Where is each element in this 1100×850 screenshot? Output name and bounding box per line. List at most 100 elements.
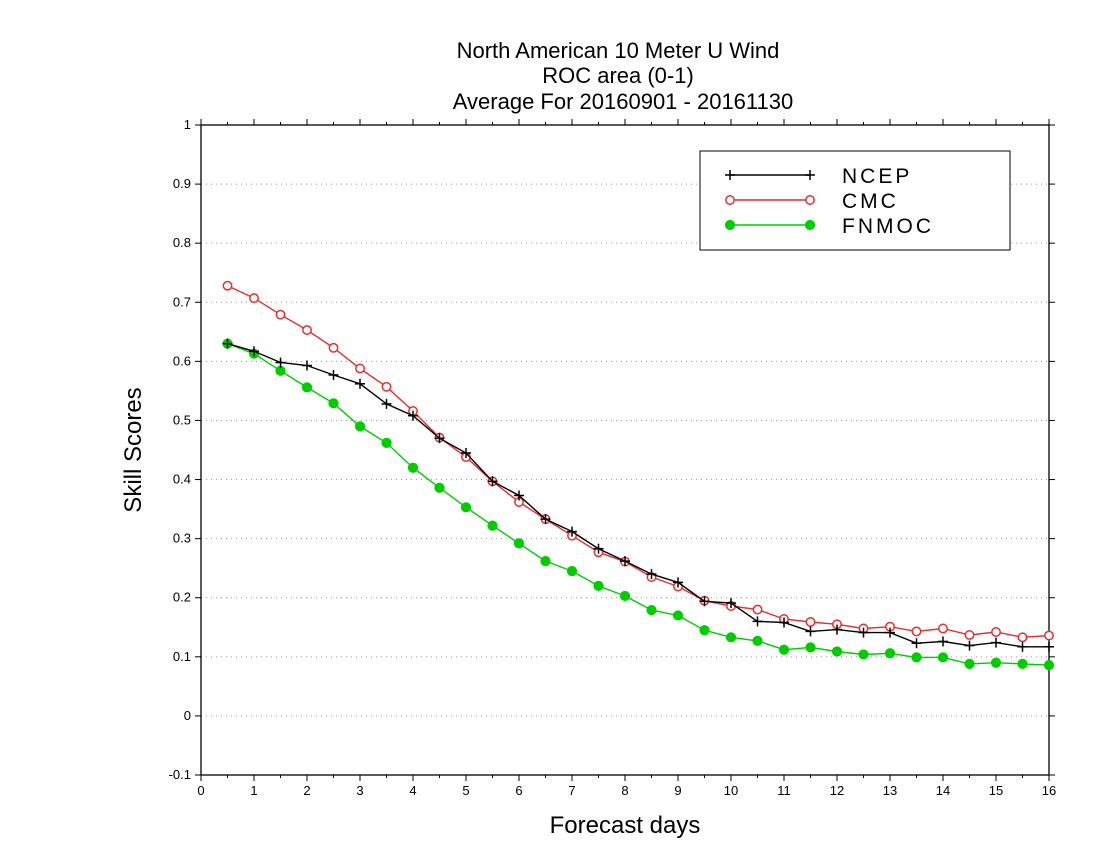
y-tick-label: 0.6 xyxy=(173,353,191,368)
data-point-cmc xyxy=(911,626,922,637)
data-point-fnmoc xyxy=(937,652,949,663)
data-point-fnmoc xyxy=(752,635,763,646)
data-point-cmc xyxy=(355,363,365,374)
data-point-cmc xyxy=(938,623,948,634)
data-point-ncep xyxy=(487,476,498,487)
data-point-cmc xyxy=(381,381,392,392)
x-tick-label: 15 xyxy=(989,783,1003,798)
data-point-cmc xyxy=(991,627,1001,637)
data-point-fnmoc xyxy=(1043,659,1055,671)
data-point-ncep xyxy=(991,637,1001,648)
y-tick-label: 0.5 xyxy=(173,412,191,427)
data-point-ncep xyxy=(620,556,630,567)
legend-label-cmc: CMC xyxy=(842,190,899,213)
y-tick-label: 0.1 xyxy=(173,649,191,664)
y-tick-label: 1 xyxy=(184,117,191,132)
data-point-cmc xyxy=(328,342,339,353)
data-point-ncep xyxy=(1017,641,1028,652)
data-point-cmc xyxy=(302,325,312,335)
data-point-fnmoc xyxy=(301,382,313,393)
data-point-fnmoc xyxy=(381,437,392,449)
data-point-cmc xyxy=(752,604,763,615)
legend-marker-fnmoc xyxy=(804,219,816,231)
data-point-fnmoc xyxy=(672,610,684,621)
series-cmc xyxy=(222,280,1054,643)
series-lines xyxy=(222,280,1055,671)
data-point-ncep xyxy=(355,378,365,389)
data-point-ncep xyxy=(646,569,657,580)
x-tick-label: 4 xyxy=(409,783,416,798)
data-point-ncep xyxy=(1044,641,1054,652)
data-point-ncep xyxy=(275,357,286,368)
data-point-ncep xyxy=(567,526,577,537)
y-tick-label: 0.8 xyxy=(173,235,191,250)
series-line-fnmoc xyxy=(227,342,1050,666)
series-ncep xyxy=(222,338,1054,652)
x-tick-label: 8 xyxy=(621,783,628,798)
data-point-ncep xyxy=(964,640,975,651)
x-tick-label: 2 xyxy=(303,783,310,798)
data-point-cmc xyxy=(249,293,259,304)
data-point-ncep xyxy=(249,346,259,357)
x-tick-label: 5 xyxy=(462,783,469,798)
y-tick-label: 0.2 xyxy=(173,590,191,605)
y-tick-label: 0.4 xyxy=(173,472,191,487)
series-fnmoc xyxy=(222,338,1055,671)
data-point-ncep xyxy=(832,624,842,635)
y-tick-label: 0 xyxy=(184,708,191,723)
data-point-fnmoc xyxy=(407,462,419,473)
data-point-ncep xyxy=(514,490,524,501)
data-point-ncep xyxy=(779,617,789,628)
data-point-ncep xyxy=(885,627,895,638)
data-point-fnmoc xyxy=(831,646,843,657)
data-point-ncep xyxy=(752,616,763,627)
data-point-ncep xyxy=(461,447,471,458)
data-point-fnmoc xyxy=(964,658,975,670)
x-tick-label: 3 xyxy=(356,783,363,798)
data-point-fnmoc xyxy=(884,648,896,659)
y-tick-label: 0.3 xyxy=(173,531,191,546)
data-point-ncep xyxy=(434,433,445,444)
x-tick-label: 16 xyxy=(1042,783,1056,798)
data-point-ncep xyxy=(408,410,418,421)
data-point-fnmoc xyxy=(805,642,816,653)
data-point-ncep xyxy=(593,543,604,554)
data-point-cmc xyxy=(805,617,816,627)
data-point-ncep xyxy=(381,398,392,409)
data-point-cmc xyxy=(1017,632,1028,643)
x-tick-label: 0 xyxy=(197,783,204,798)
data-point-ncep xyxy=(858,627,869,638)
data-point-fnmoc xyxy=(778,644,790,655)
data-point-fnmoc xyxy=(646,605,657,616)
chart-title-line-2: ROC area (0-1) xyxy=(542,63,694,88)
data-point-fnmoc xyxy=(460,502,472,513)
x-tick-label: 9 xyxy=(674,783,681,798)
data-point-fnmoc xyxy=(513,538,525,549)
x-tick-label: 14 xyxy=(936,783,950,798)
legend-marker-cmc xyxy=(805,195,815,205)
y-tick-label: 0.7 xyxy=(173,294,191,309)
data-point-fnmoc xyxy=(434,482,445,493)
series-line-ncep xyxy=(227,342,1049,648)
data-point-fnmoc xyxy=(990,657,1002,668)
data-point-fnmoc xyxy=(1017,658,1028,670)
legend-marker-ncep xyxy=(805,170,815,180)
x-tick-label: 13 xyxy=(883,783,897,798)
data-point-fnmoc xyxy=(911,652,922,663)
data-point-ncep xyxy=(911,638,922,649)
data-point-ncep xyxy=(302,360,312,371)
data-point-ncep xyxy=(699,596,710,607)
data-point-fnmoc xyxy=(540,555,551,567)
data-point-fnmoc xyxy=(593,580,604,592)
data-point-ncep xyxy=(673,577,683,588)
data-point-ncep xyxy=(805,626,816,637)
data-point-ncep xyxy=(328,369,339,380)
x-tick-label: 11 xyxy=(777,783,791,798)
plot-frame xyxy=(200,124,1050,776)
data-point-fnmoc xyxy=(699,625,710,636)
x-tick-label: 12 xyxy=(830,783,844,798)
x-axis-label: Forecast days xyxy=(550,812,701,839)
chart-title-line-3: Average For 20160901 - 20161130 xyxy=(453,89,793,114)
